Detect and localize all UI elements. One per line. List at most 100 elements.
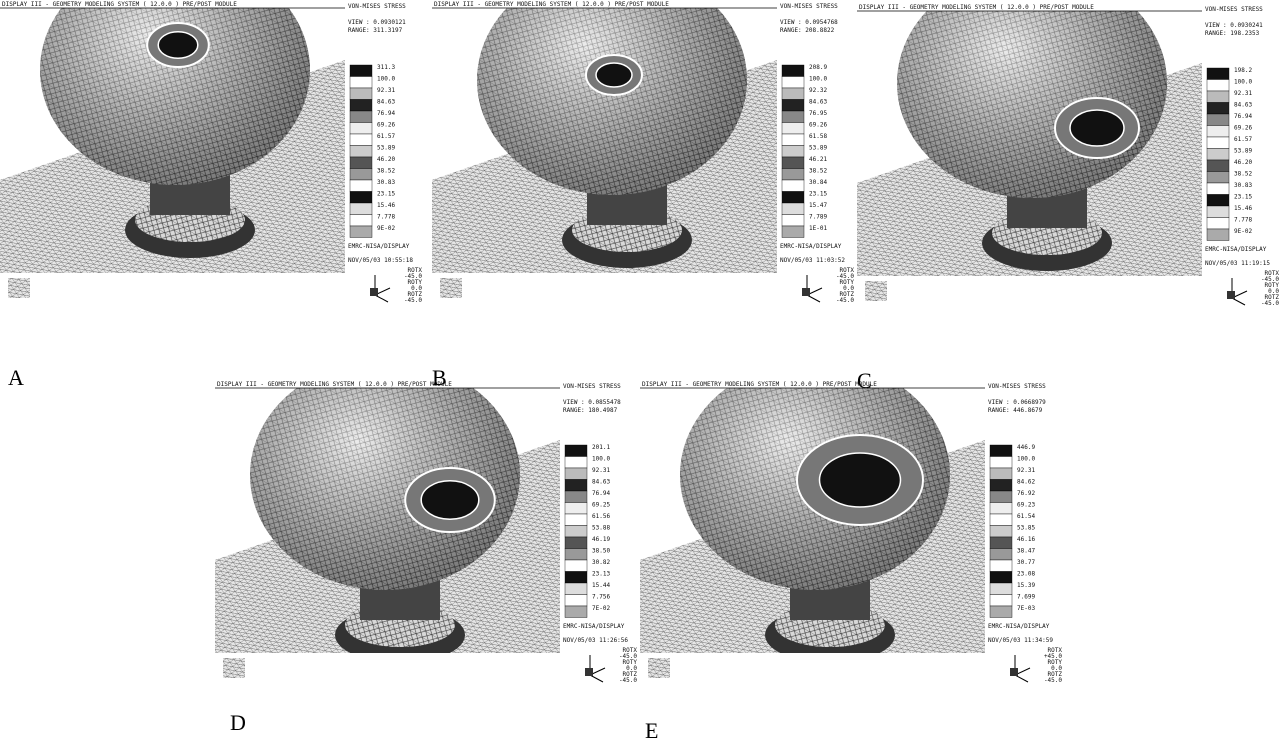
- legend-swatch: [1206, 125, 1230, 138]
- legend-label: 15.44: [592, 582, 610, 589]
- legend-swatch: [349, 202, 373, 215]
- legend-label: 84.63: [1234, 102, 1252, 109]
- legend-label: 53.88: [592, 525, 610, 532]
- legend-swatch: [1206, 113, 1230, 126]
- legend-swatch: [781, 168, 805, 181]
- range: RANGE: 208.8822: [780, 27, 835, 34]
- legend-swatch: [1206, 90, 1230, 103]
- legend-swatch: [564, 559, 588, 572]
- panel: DISPLAY III - GEOMETRY MODELING SYSTEM (…: [857, 4, 1280, 307]
- legend-label: 7.756: [592, 594, 610, 601]
- legend-label: 23.15: [809, 191, 827, 198]
- triad-box: [802, 288, 810, 296]
- rotation: 0.0: [411, 285, 422, 292]
- legend-swatch: [564, 525, 588, 538]
- legend-swatch: [349, 168, 373, 181]
- footer: EMRC-NISA/DISPLAY: [348, 243, 410, 250]
- date: NOV/05/03 11:34:59: [988, 637, 1053, 644]
- legend-swatch: [349, 191, 373, 204]
- legend-swatch: [781, 76, 805, 89]
- legend-swatch: [781, 122, 805, 135]
- legend-label: 23.08: [1017, 571, 1035, 578]
- rotation: ROTX: [1048, 647, 1063, 654]
- legend-swatch: [564, 536, 588, 549]
- legend-swatch: [564, 444, 588, 457]
- legend-swatch: [564, 605, 588, 618]
- sphere-shade: [477, 8, 747, 195]
- legend-swatch: [989, 605, 1013, 618]
- legend-label: 46.19: [592, 536, 610, 543]
- legend-label: 38.47: [1017, 548, 1035, 555]
- legend-swatch: [349, 64, 373, 77]
- legend-swatch: [989, 513, 1013, 526]
- legend-swatch: [1206, 182, 1230, 195]
- legend-label: 7.699: [1017, 594, 1035, 601]
- legend-label: 208.9: [809, 64, 827, 71]
- legend-label: 76.94: [377, 110, 395, 117]
- mesh-view: [857, 11, 1202, 276]
- view: VIEW : 0.0930121: [348, 19, 406, 26]
- legend-label: 92.31: [1017, 467, 1035, 474]
- legend-label: 1E-01: [809, 225, 827, 232]
- sphere-shade: [250, 388, 520, 590]
- legend-swatch: [349, 87, 373, 100]
- legend-swatch: [564, 548, 588, 561]
- legend-swatch: [781, 191, 805, 204]
- legend-title: VON-MISES STRESS: [348, 3, 406, 10]
- rotation: -45.0: [836, 297, 854, 304]
- footer: EMRC-NISA/DISPLAY: [988, 623, 1050, 630]
- legend-label: 201.1: [592, 444, 610, 451]
- legend-swatch: [1206, 148, 1230, 161]
- range: RANGE: 311.3197: [348, 27, 403, 34]
- legend-swatch: [1206, 136, 1230, 149]
- legend-label: 9E-02: [377, 225, 395, 232]
- legend-swatch: [989, 456, 1013, 469]
- legend-label: 61.58: [809, 133, 827, 140]
- rotation: 0.0: [1051, 665, 1062, 672]
- header: DISPLAY III - GEOMETRY MODELING SYSTEM (…: [859, 4, 1094, 11]
- legend-swatch: [564, 571, 588, 584]
- legend-swatch: [1206, 228, 1230, 241]
- rotation: ROTZ: [408, 291, 423, 298]
- rotation: ROTY: [840, 279, 855, 286]
- header: DISPLAY III - GEOMETRY MODELING SYSTEM (…: [217, 381, 452, 388]
- legend-swatch: [989, 467, 1013, 480]
- legend-label: 61.57: [377, 133, 395, 140]
- legend-label: 30.82: [592, 559, 610, 566]
- legend-swatch: [781, 99, 805, 112]
- rotation: ROTZ: [840, 291, 855, 298]
- panel-letter: C: [857, 368, 872, 393]
- panel-letter: B: [432, 365, 447, 390]
- legend-swatch: [781, 110, 805, 123]
- rotation: ROTX: [1265, 270, 1280, 277]
- rotation: 0.0: [626, 665, 637, 672]
- rotation: ROTY: [623, 659, 638, 666]
- panel-letter: D: [230, 710, 246, 735]
- legend-label: 23.15: [377, 191, 395, 198]
- panel: DISPLAY III - GEOMETRY MODELING SYSTEM (…: [0, 1, 423, 304]
- legend-swatch: [564, 456, 588, 469]
- legend-swatch: [781, 156, 805, 169]
- rotation: ROTX: [840, 267, 855, 274]
- legend-swatch: [781, 64, 805, 77]
- legend-label: 46.20: [377, 156, 395, 163]
- header: DISPLAY III - GEOMETRY MODELING SYSTEM (…: [434, 1, 669, 8]
- legend-label: 7.789: [809, 214, 827, 221]
- legend-swatch: [1206, 194, 1230, 207]
- rotation: ROTX: [623, 647, 638, 654]
- legend-swatch: [989, 571, 1013, 584]
- mesh-view: [215, 388, 560, 653]
- legend-swatch: [349, 99, 373, 112]
- legend-label: 30.83: [1234, 182, 1252, 189]
- legend-label: 100.0: [809, 76, 827, 83]
- legend-label: 7.778: [1234, 217, 1252, 224]
- range: RANGE: 198.2353: [1205, 30, 1260, 37]
- legend-label: 53.89: [377, 145, 395, 152]
- legend-label: 7.778: [377, 214, 395, 221]
- triad-box: [370, 288, 378, 296]
- legend-swatch: [781, 145, 805, 158]
- rotation: -45.0: [619, 653, 637, 660]
- rotation: 0.0: [1268, 288, 1279, 295]
- legend-swatch: [1206, 159, 1230, 172]
- legend-label: 311.3: [377, 64, 395, 71]
